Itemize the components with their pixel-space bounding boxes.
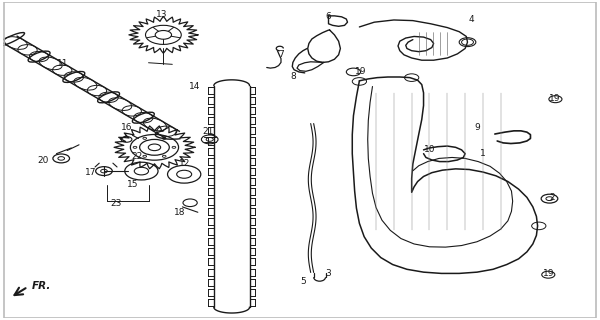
Text: 22: 22 <box>131 152 142 161</box>
Text: 19: 19 <box>355 68 367 76</box>
Text: 1: 1 <box>480 148 486 157</box>
Text: 14: 14 <box>188 82 200 91</box>
Text: 12: 12 <box>178 159 190 168</box>
Text: 20: 20 <box>38 156 49 164</box>
Text: 13: 13 <box>157 10 168 19</box>
Text: 3: 3 <box>326 269 331 278</box>
Text: 2: 2 <box>550 193 555 202</box>
Text: 5: 5 <box>300 277 306 286</box>
Text: FR.: FR. <box>32 281 51 291</box>
Text: 15: 15 <box>127 180 138 189</box>
Text: 16: 16 <box>121 123 133 132</box>
Text: 10: 10 <box>424 145 435 154</box>
Text: 4: 4 <box>468 15 474 24</box>
Text: 19: 19 <box>542 269 554 278</box>
Text: 6: 6 <box>326 12 331 21</box>
Text: 21: 21 <box>202 127 214 136</box>
Text: 23: 23 <box>110 199 122 208</box>
Text: 7: 7 <box>278 50 284 59</box>
Text: 9: 9 <box>474 123 480 132</box>
Text: 18: 18 <box>174 208 186 217</box>
Text: 8: 8 <box>290 73 296 82</box>
Text: 17: 17 <box>85 168 97 177</box>
Text: 19: 19 <box>548 94 560 103</box>
Text: 11: 11 <box>56 59 68 68</box>
